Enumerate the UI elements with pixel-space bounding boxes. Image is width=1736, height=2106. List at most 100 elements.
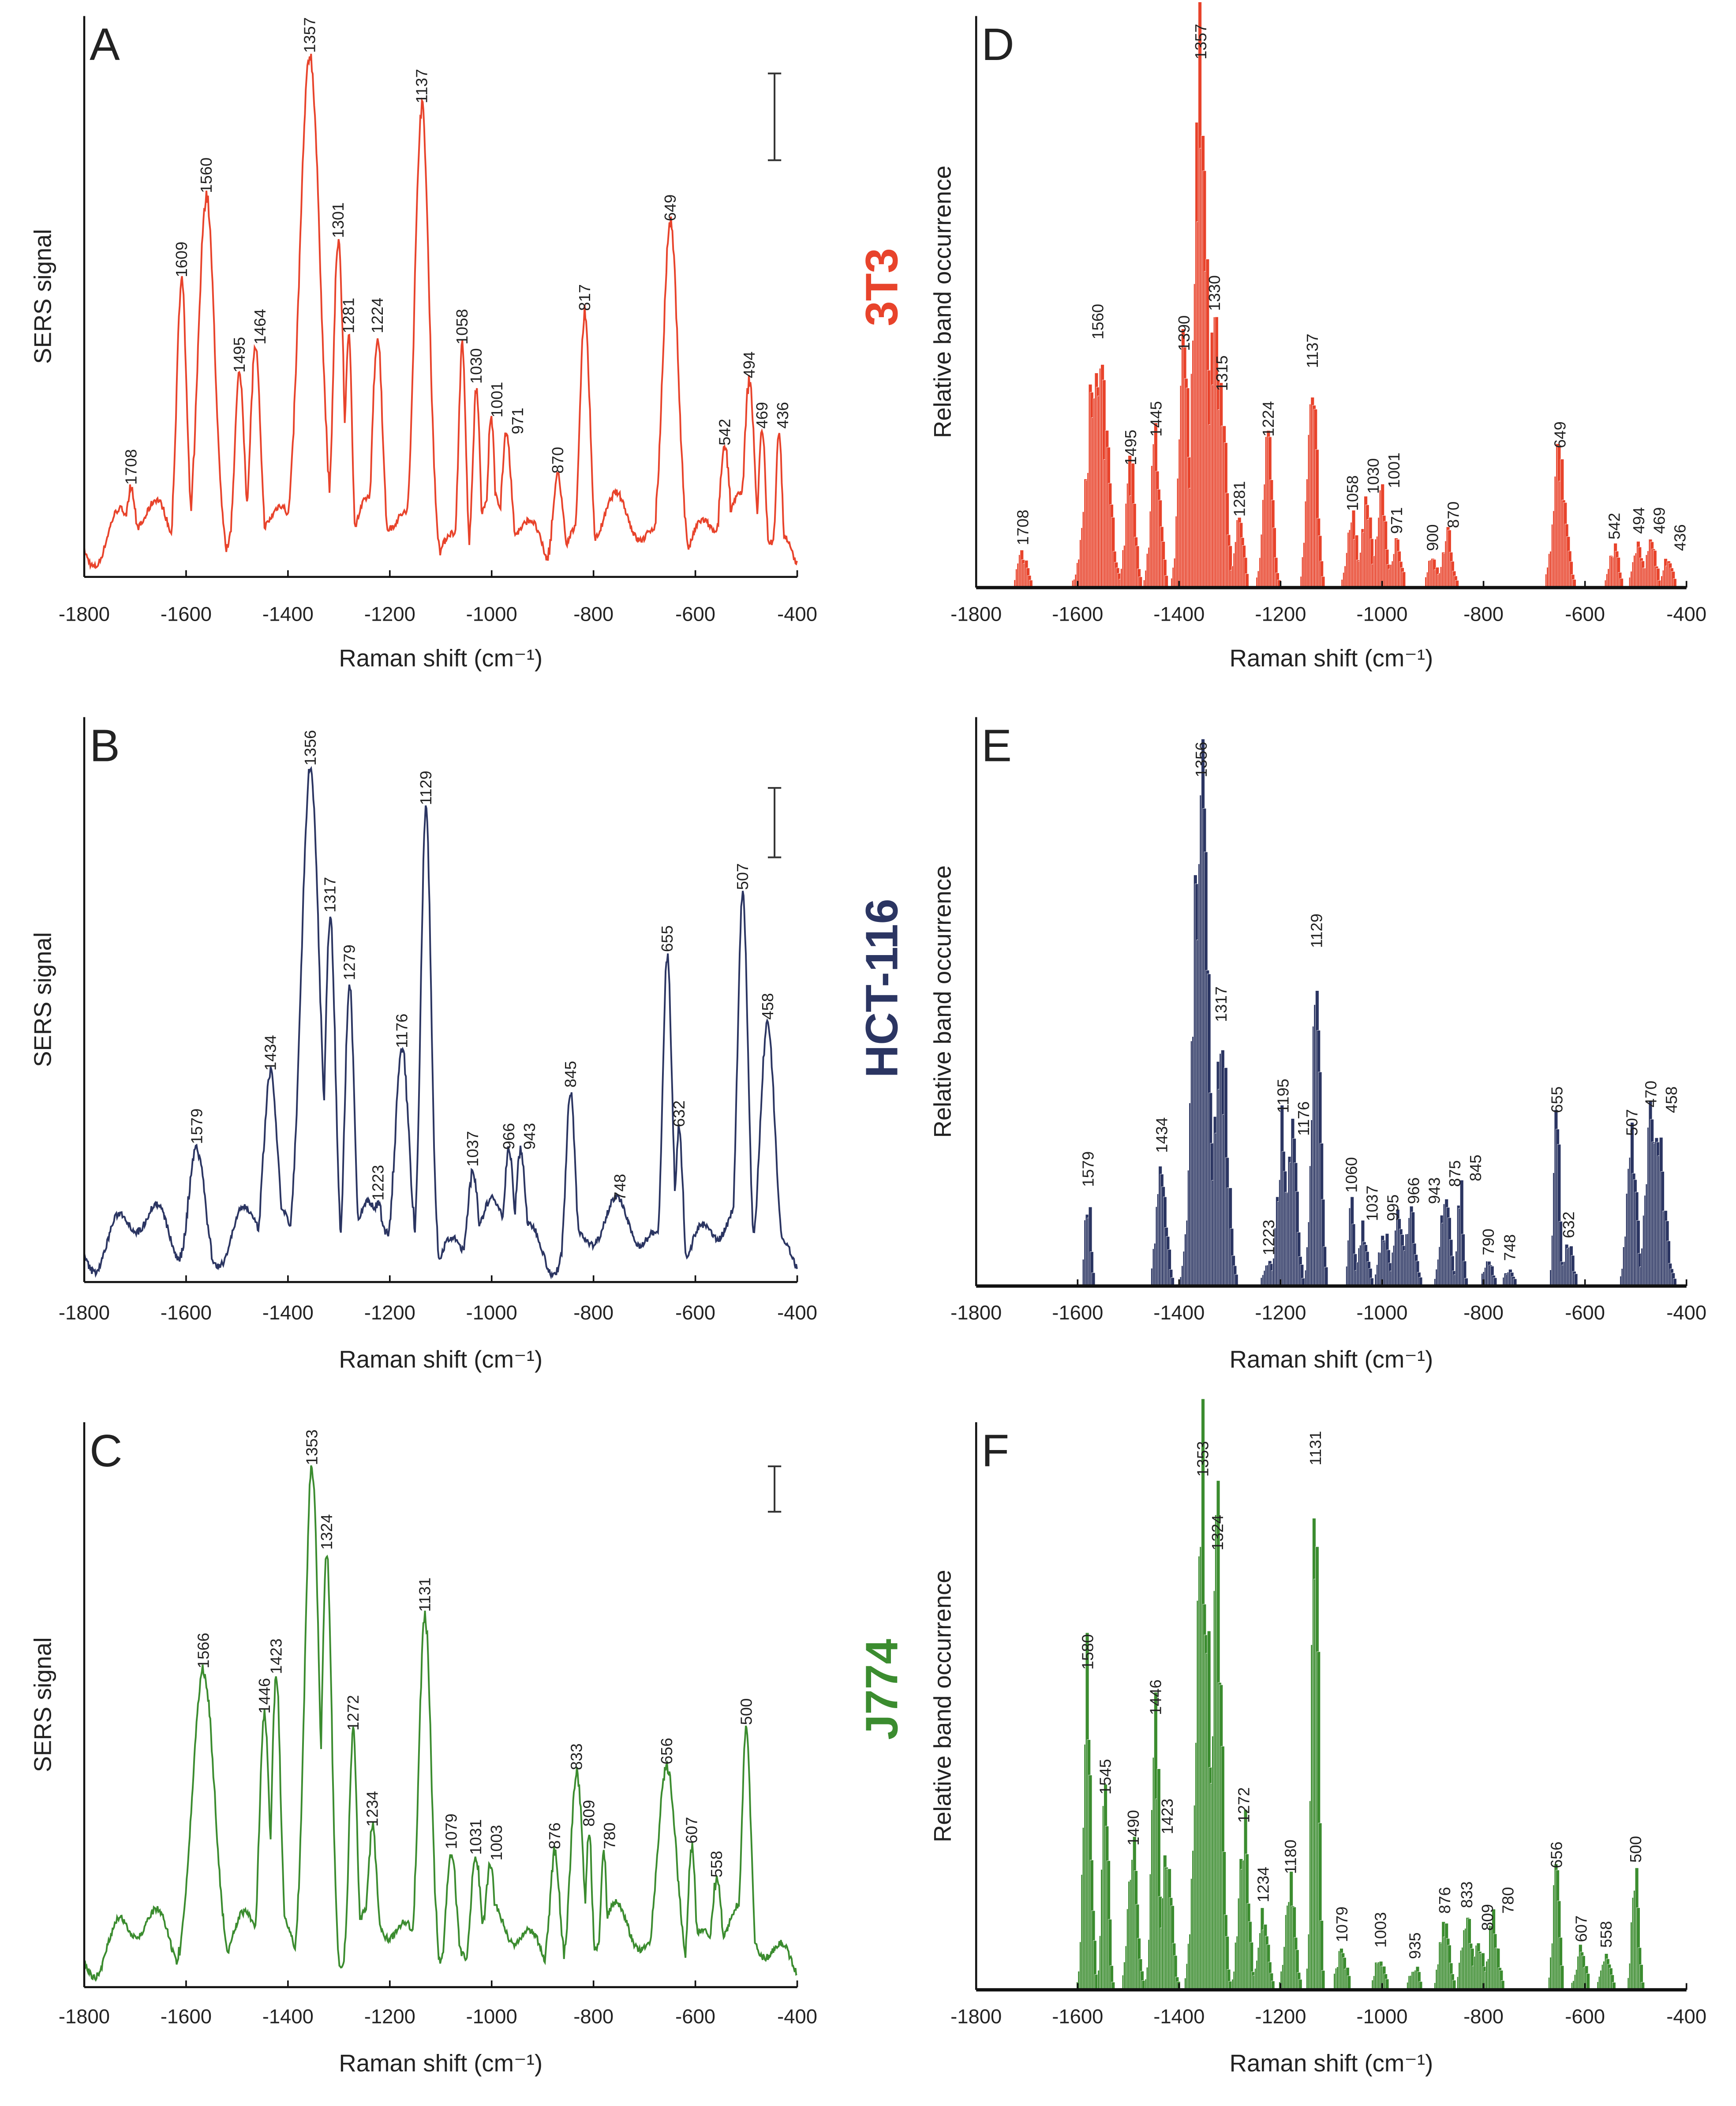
occurrence-bar bbox=[1091, 1272, 1096, 1286]
peak-label: 1060 bbox=[1343, 1157, 1361, 1193]
peak-label: 632 bbox=[670, 1100, 688, 1127]
peak-label: 1224 bbox=[1259, 401, 1277, 437]
x-tick-label: -1800 bbox=[950, 1301, 1002, 1324]
spectrum-line bbox=[83, 1465, 797, 1982]
peak-label: 1579 bbox=[1079, 1151, 1097, 1187]
peak-label: 507 bbox=[733, 863, 752, 890]
x-tick-label: -400 bbox=[777, 1301, 817, 1324]
peak-label: 1131 bbox=[416, 1578, 434, 1612]
peak-label: 469 bbox=[753, 402, 771, 429]
x-tick-label: -1000 bbox=[1356, 1301, 1407, 1324]
peak-label: 1434 bbox=[262, 1035, 280, 1071]
occurrence-bar bbox=[1234, 1274, 1238, 1286]
peak-label: 809 bbox=[580, 1800, 598, 1827]
spectrum-line bbox=[83, 53, 798, 570]
peak-label: 833 bbox=[1458, 1881, 1476, 1908]
y-axis-label: Relative band occurrence bbox=[929, 165, 956, 438]
peak-label: 1058 bbox=[453, 309, 471, 345]
peak-label: 1315 bbox=[1213, 356, 1231, 391]
peak-label: 1317 bbox=[1212, 986, 1230, 1022]
occurrence-bar bbox=[1164, 575, 1168, 588]
x-tick-label: -1000 bbox=[466, 2005, 517, 2027]
x-tick-label: -1600 bbox=[161, 1301, 212, 1324]
peak-label: 1037 bbox=[1363, 1185, 1381, 1221]
peak-label: 1545 bbox=[1096, 1759, 1115, 1795]
peak-label: 1223 bbox=[369, 1165, 387, 1201]
panel-C: -1800 -1600 -1400 -1200 -1000 -800 -600 -400 Ram… bbox=[29, 1422, 817, 2076]
peak-label: 1279 bbox=[340, 944, 359, 980]
peak-label: 1030 bbox=[467, 348, 485, 384]
peak-label: 900 bbox=[1424, 524, 1442, 551]
x-tick-label: -600 bbox=[675, 2005, 715, 2027]
peak-label: 458 bbox=[1662, 1087, 1680, 1113]
occurrence-bar bbox=[1586, 1973, 1590, 1990]
peak-label: 966 bbox=[1404, 1177, 1422, 1204]
peak-label: 494 bbox=[740, 352, 758, 378]
x-tick-label: -1200 bbox=[1255, 1301, 1306, 1324]
occurrence-bar bbox=[1321, 1970, 1325, 1990]
peak-label: 1495 bbox=[230, 337, 248, 373]
y-axis-label: SERS signal bbox=[29, 932, 56, 1067]
spectrum-line bbox=[83, 766, 798, 1280]
panel-letter: B bbox=[90, 720, 120, 771]
peak-label: 558 bbox=[1597, 1921, 1615, 1948]
panel-letter: F bbox=[981, 1425, 1009, 1476]
peak-label: 1445 bbox=[1147, 401, 1165, 437]
x-tick-label: -1400 bbox=[1153, 603, 1205, 626]
peak-label: 649 bbox=[661, 195, 679, 221]
x-tick-label: -600 bbox=[675, 1301, 715, 1324]
peak-label: 780 bbox=[1499, 1887, 1517, 1914]
x-tick-label: -1200 bbox=[364, 603, 415, 626]
peak-label: 500 bbox=[1627, 1836, 1645, 1863]
cell-line-label-J774: J774 bbox=[857, 1639, 907, 1740]
occurrence-bar bbox=[1560, 1965, 1564, 1990]
x-tick-label: -600 bbox=[1565, 1301, 1605, 1324]
x-tick-label: -400 bbox=[777, 2005, 817, 2027]
x-tick-label: -1800 bbox=[59, 1301, 110, 1324]
peak-label: 1137 bbox=[1303, 334, 1321, 368]
x-tick-label: -1400 bbox=[1153, 2005, 1205, 2027]
x-tick-label: -600 bbox=[1565, 2005, 1605, 2027]
peak-label: 649 bbox=[1551, 421, 1569, 448]
x-tick-label: -800 bbox=[1463, 1301, 1504, 1324]
x-tick-label: -1600 bbox=[1052, 603, 1103, 626]
peak-label: 1317 bbox=[321, 877, 339, 913]
x-tick-label: -400 bbox=[777, 603, 817, 626]
peak-label: 469 bbox=[1650, 507, 1669, 534]
peak-label: 494 bbox=[1630, 507, 1648, 534]
peak-label: 1580 bbox=[1078, 1634, 1096, 1670]
x-tick-label: -1800 bbox=[59, 2005, 110, 2027]
panel-D: -1800 -1600 -1400 -1200 -1000 -800 -600 -400 Ram… bbox=[929, 2, 1706, 672]
peak-label: 1708 bbox=[122, 449, 140, 485]
peak-label: 1058 bbox=[1343, 475, 1362, 511]
peak-label: 436 bbox=[1671, 524, 1689, 551]
x-tick-label: -800 bbox=[573, 2005, 614, 2027]
peak-label: 1353 bbox=[303, 1429, 321, 1465]
y-axis-label: SERS signal bbox=[29, 1637, 56, 1772]
peak-label: 780 bbox=[600, 1822, 618, 1849]
x-tick-label: -400 bbox=[1666, 2005, 1706, 2027]
peak-label: 1234 bbox=[1254, 1867, 1272, 1903]
x-tick-label: -1600 bbox=[161, 603, 212, 626]
peak-label: 1031 bbox=[467, 1819, 485, 1855]
occurrence-bar bbox=[1574, 1274, 1578, 1286]
x-tick-label: -1200 bbox=[364, 2005, 415, 2027]
x-tick-label: -1000 bbox=[1356, 603, 1407, 626]
peak-label: 1079 bbox=[442, 1814, 460, 1849]
scale-bar bbox=[767, 787, 782, 858]
peak-label: 748 bbox=[1501, 1234, 1519, 1261]
peak-label: 1423 bbox=[267, 1638, 285, 1674]
x-tick-label: -1600 bbox=[1052, 1301, 1103, 1324]
peak-label: 1353 bbox=[1194, 1441, 1212, 1477]
occurrence-bar bbox=[1324, 1267, 1328, 1286]
x-tick-label: -800 bbox=[1463, 2005, 1504, 2027]
peak-label: 1281 bbox=[340, 298, 358, 334]
peak-label: 1030 bbox=[1364, 458, 1382, 494]
peak-label: 656 bbox=[1547, 1842, 1565, 1869]
x-tick-label: -1400 bbox=[262, 2005, 314, 2027]
panel-A: -1800 -1600 -1400 -1200 -1000 -800 -600 -400 Ram… bbox=[29, 16, 817, 672]
peak-label: 542 bbox=[716, 419, 734, 446]
x-axis-label: Raman shift (cm⁻¹) bbox=[339, 645, 542, 672]
x-axis-label: Raman shift (cm⁻¹) bbox=[1230, 2050, 1433, 2076]
